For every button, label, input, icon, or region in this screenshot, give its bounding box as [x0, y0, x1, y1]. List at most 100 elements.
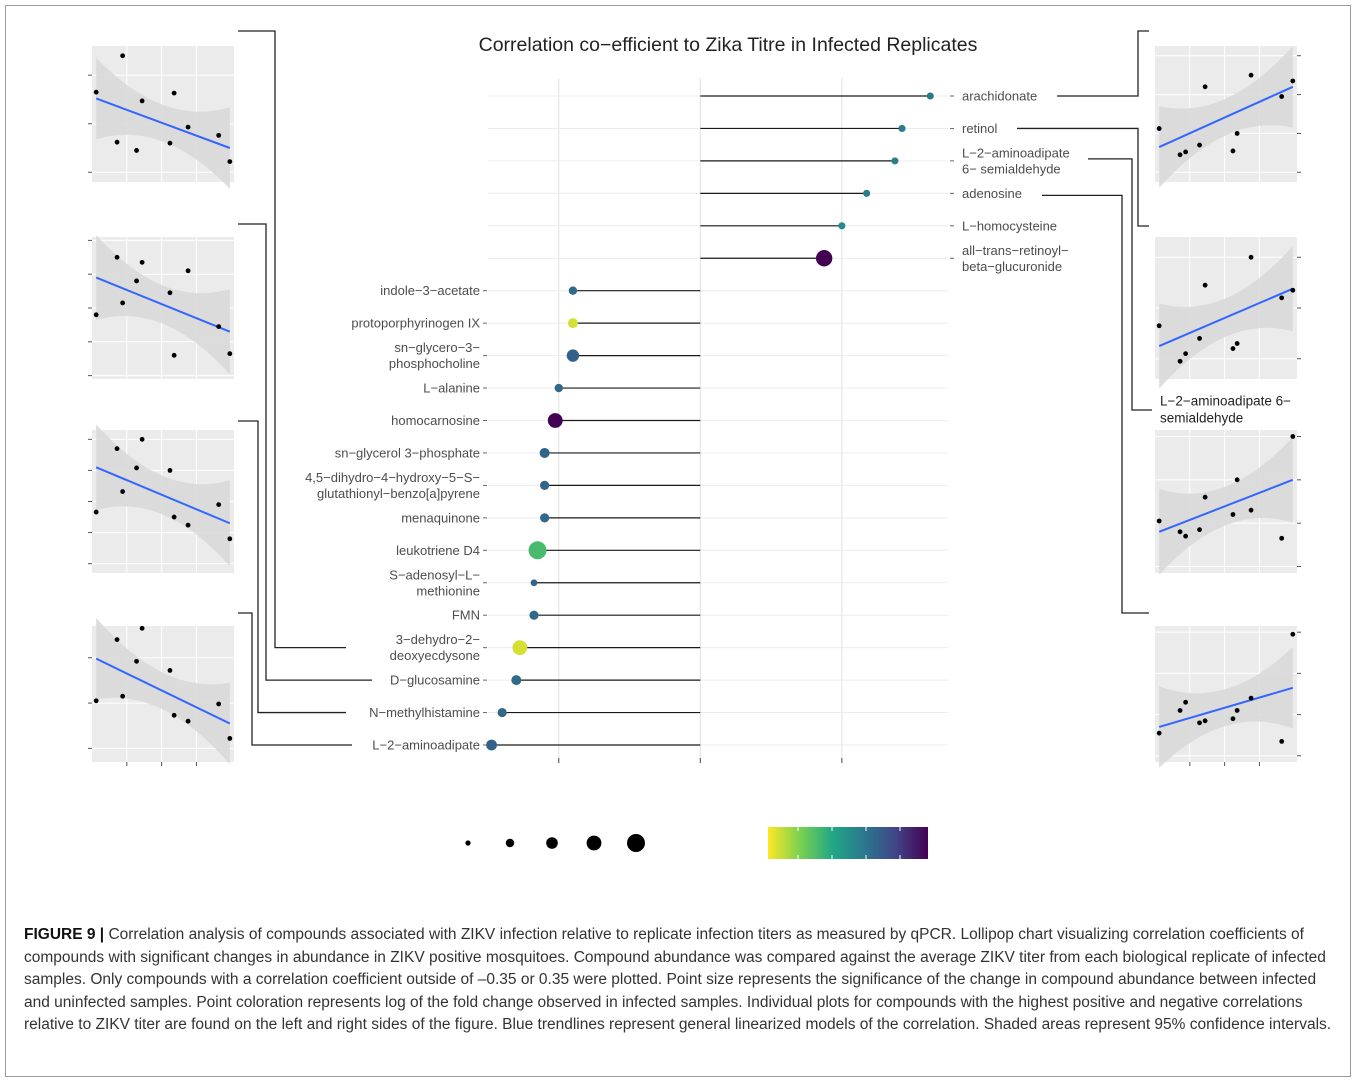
lollipop-point: [566, 349, 580, 362]
data-point: [114, 637, 120, 642]
lollipop-point: [540, 513, 550, 523]
lollipop-point: [497, 707, 507, 718]
lollipop-point: [529, 610, 539, 620]
connector-line: [238, 223, 372, 681]
data-point: [185, 124, 191, 130]
label-line: methionine: [416, 583, 480, 598]
compound-label: protoporphyrinogen IX: [351, 316, 480, 331]
lollipop-point: [898, 124, 906, 133]
data-point: [139, 98, 145, 104]
label-line: 4,5−dihydro−4−hydroxy−5−S−: [305, 470, 480, 485]
data-point: [120, 53, 126, 59]
data-point: [185, 718, 191, 724]
size-legend-dot: [627, 834, 645, 852]
data-point: [171, 90, 177, 96]
chart-title: Correlation co−efficient to Zika Titre i…: [479, 34, 978, 56]
connector-line: [238, 612, 352, 746]
lollipop-point: [815, 250, 833, 267]
data-point: [120, 693, 126, 699]
data-point: [1202, 718, 1208, 724]
connector-line: [238, 420, 346, 714]
data-point: [1197, 142, 1202, 148]
label-line: L−2−aminoadipate 6−: [1160, 394, 1291, 409]
lollipop-point: [547, 413, 563, 428]
connector-lines: [238, 30, 1152, 746]
data-point: [1234, 131, 1240, 136]
data-point: [93, 312, 99, 318]
lollipop-point: [539, 447, 550, 458]
label-line: phosphocholine: [389, 356, 480, 371]
data-point: [120, 300, 126, 306]
data-point: [171, 712, 177, 718]
compound-label: menaquinone: [401, 510, 480, 525]
data-point: [134, 465, 139, 471]
data-point: [1248, 72, 1254, 78]
trend-line: [1158, 478, 1294, 533]
caption-text: Correlation analysis of compounds associ…: [24, 926, 1332, 1034]
figure-frame: [5, 5, 1351, 1077]
data-point: [1177, 358, 1183, 364]
mini-scatter-plots: L−2−aminoadipate 6− semialdehyde: [88, 46, 1301, 768]
trend-line: [1158, 85, 1294, 148]
lollipop-point: [554, 383, 563, 393]
mini-plot: L−2−aminoadipate 6− semialdehyde: [1155, 394, 1301, 575]
compound-label: homocarnosine: [391, 413, 480, 428]
data-point: [1248, 507, 1254, 513]
data-point: [216, 502, 222, 508]
figure-caption: FIGURE 9 | Correlation analysis of compo…: [24, 924, 1340, 1037]
data-point: [1183, 149, 1189, 155]
mini-plot: [88, 424, 234, 573]
data-point: [1202, 494, 1208, 500]
compound-label: arachidonate: [962, 89, 1037, 104]
compound-label: leukotriene D4: [396, 543, 480, 558]
lollipop-point: [863, 189, 871, 197]
data-point: [185, 522, 191, 528]
data-point: [1234, 477, 1240, 483]
label-line: deoxyecdysone: [390, 648, 480, 663]
label-line: beta−glucuronide: [962, 259, 1062, 274]
connector-line: [238, 30, 346, 649]
data-point: [139, 436, 145, 442]
data-point: [1230, 346, 1236, 351]
mini-plot: [88, 234, 234, 379]
trend-line: [95, 657, 231, 725]
data-point: [1279, 738, 1285, 744]
label-line: semialdehyde: [1160, 411, 1243, 426]
label-line: glutathionyl−benzo[a]pyrene: [317, 486, 480, 501]
caption-label: FIGURE 9 |: [24, 926, 105, 943]
compound-label: 4,5−dihydro−4−hydroxy−5−S− glutathionyl−b…: [305, 470, 480, 501]
lollipop-point: [512, 640, 528, 656]
connector-line: [1088, 158, 1152, 411]
data-point: [216, 324, 222, 329]
data-point: [93, 509, 99, 515]
data-point: [1156, 518, 1162, 524]
compound-label: L−alanine: [423, 381, 480, 396]
data-point: [227, 736, 233, 741]
data-point: [1230, 512, 1236, 517]
data-point: [227, 351, 233, 357]
lollipop-point: [567, 318, 578, 329]
compound-label: D−glucosamine: [390, 673, 480, 688]
mini-plot: [1155, 237, 1301, 389]
lollipop-point: [528, 541, 547, 560]
data-point: [1156, 126, 1162, 131]
mini-plot: [88, 617, 234, 766]
lollipop-point: [540, 480, 550, 490]
lollipop-point: [511, 675, 522, 686]
data-point: [1279, 535, 1285, 541]
data-point: [114, 254, 120, 260]
compound-label: 3−dehydro−2− deoxyecdysone: [390, 632, 480, 663]
data-point: [114, 139, 120, 145]
lollipop-point: [486, 739, 497, 751]
compound-label: N−methylhistamine: [369, 705, 480, 720]
compound-label: FMN: [452, 608, 480, 623]
compound-label: L−homocysteine: [962, 218, 1057, 233]
data-point: [1248, 695, 1254, 701]
label-line: all−trans−retinoyl−: [962, 243, 1069, 258]
data-point: [1234, 341, 1240, 346]
data-point: [1234, 708, 1240, 713]
data-point: [227, 159, 233, 165]
data-point: [1279, 295, 1285, 301]
data-point: [1156, 730, 1162, 736]
data-point: [134, 278, 139, 284]
